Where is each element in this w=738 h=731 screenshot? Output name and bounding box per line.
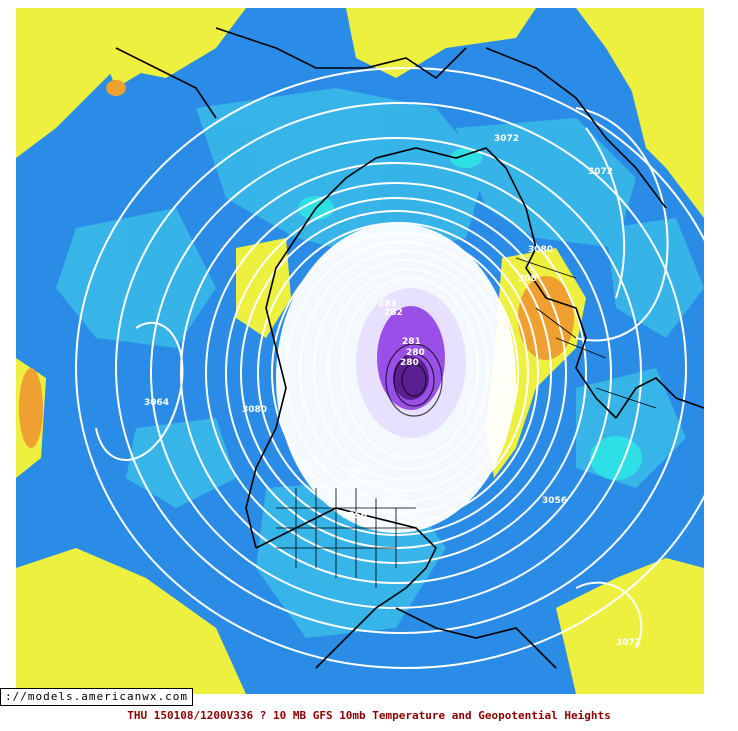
contour-label: 282 [384, 308, 403, 318]
contour-label: 308 [518, 274, 537, 284]
source-url-box: ://models.americanwx.com [0, 688, 193, 706]
contour-labels: 3072 3072 3080 308 3064 3080 283 282 281… [144, 134, 641, 648]
map-caption: THU 150108/1200V336 ? 10 MB GFS 10mb Tem… [127, 709, 611, 722]
contour-label: 3064 [144, 398, 169, 408]
contour-label: 304 [344, 477, 363, 487]
contour-label: 3080 [242, 405, 267, 415]
weather-map: 3072 3072 3080 308 3064 3080 283 282 281… [16, 8, 704, 694]
us-state-borders [276, 257, 657, 588]
inner-dense-contours [385, 343, 443, 417]
coastlines [115, 27, 704, 669]
contour-label: 304 [348, 467, 367, 477]
contour-label: 3072 [588, 167, 613, 177]
cool-temperature-areas [56, 88, 704, 638]
contour-label: 283 [378, 299, 397, 309]
contour-label: 3072 [616, 638, 641, 648]
contour-label: 3072 [494, 134, 519, 144]
contour-label: 3072 [300, 460, 325, 470]
contour-label: 3080 [528, 245, 553, 255]
contour-label: 280 [406, 348, 425, 358]
contour-label: 3056 [342, 511, 367, 521]
contour-label: 280 [400, 358, 419, 368]
contour-label: 3056 [542, 496, 567, 506]
contour-label: 281 [402, 337, 421, 347]
